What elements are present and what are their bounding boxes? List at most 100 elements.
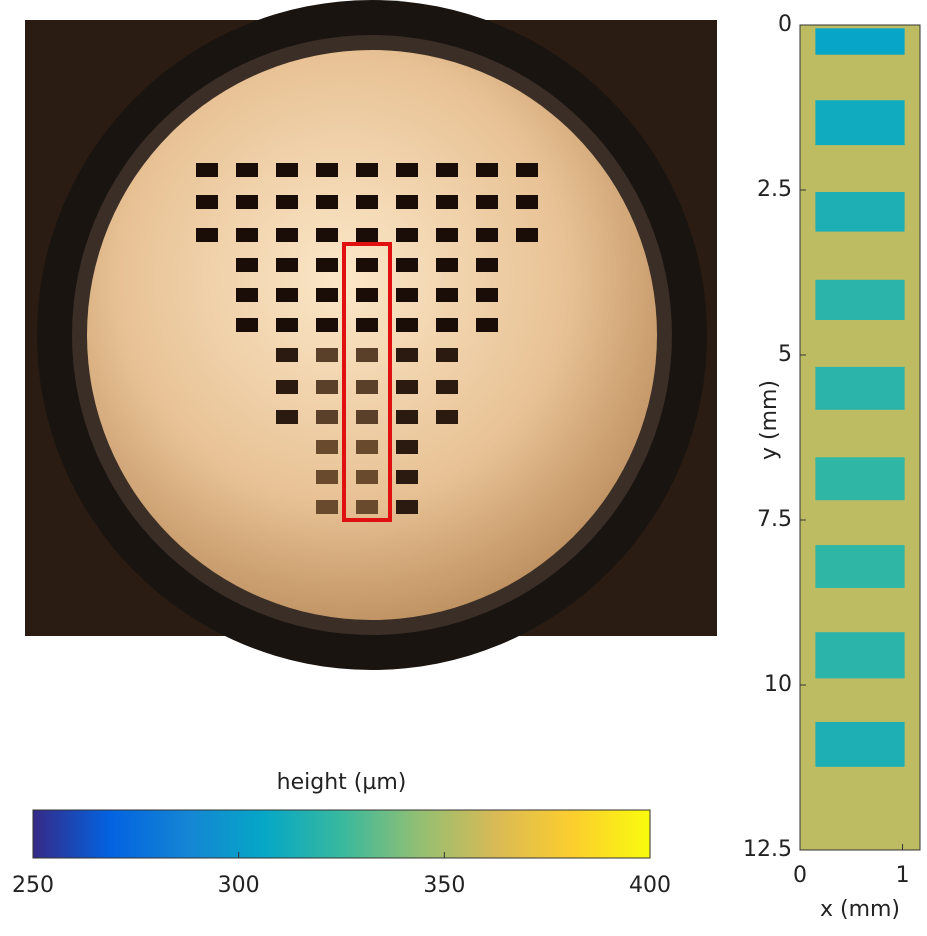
square — [476, 228, 498, 242]
colorbar-tick-label: 350 — [423, 873, 465, 898]
colorbar: height (µm) 250 300 350 400 — [12, 770, 671, 898]
square — [396, 163, 418, 177]
square — [396, 288, 418, 302]
x-tick-label: 1 — [896, 863, 910, 888]
square — [196, 228, 218, 242]
square — [316, 288, 338, 302]
square — [356, 348, 378, 362]
square — [356, 288, 378, 302]
photo — [25, 0, 717, 670]
square — [276, 348, 298, 362]
square — [396, 195, 418, 209]
square — [436, 318, 458, 332]
square — [356, 380, 378, 394]
square — [316, 258, 338, 272]
square — [396, 228, 418, 242]
square — [316, 318, 338, 332]
square — [196, 195, 218, 209]
square — [236, 318, 258, 332]
square — [356, 410, 378, 424]
square — [276, 195, 298, 209]
colorbar-tick-label: 250 — [12, 873, 54, 898]
square — [396, 440, 418, 454]
square — [356, 163, 378, 177]
square — [396, 470, 418, 484]
square — [436, 195, 458, 209]
square — [396, 500, 418, 514]
pad — [815, 100, 904, 145]
square — [276, 288, 298, 302]
square — [316, 470, 338, 484]
square — [436, 228, 458, 242]
y-tick-label: 2.5 — [757, 177, 792, 202]
square — [396, 258, 418, 272]
square — [516, 195, 538, 209]
y-tick-label: 5 — [778, 342, 792, 367]
colorbar-gradient — [33, 810, 650, 858]
square — [356, 258, 378, 272]
square — [276, 380, 298, 394]
y-tick-label: 0 — [778, 12, 792, 37]
pad — [815, 457, 904, 500]
pad — [815, 367, 904, 410]
square — [436, 288, 458, 302]
square — [476, 288, 498, 302]
square — [436, 163, 458, 177]
square — [316, 440, 338, 454]
square — [316, 228, 338, 242]
colorbar-tick-label: 300 — [218, 873, 260, 898]
square — [436, 410, 458, 424]
square — [196, 163, 218, 177]
pad — [815, 28, 904, 54]
square — [276, 410, 298, 424]
square — [316, 195, 338, 209]
square — [356, 228, 378, 242]
x-axis-label: x (mm) — [820, 897, 900, 922]
square — [316, 500, 338, 514]
pad — [815, 722, 904, 767]
square — [236, 195, 258, 209]
square — [356, 195, 378, 209]
x-tick-label: 0 — [793, 863, 807, 888]
y-axis-label: y (mm) — [757, 380, 782, 460]
square — [276, 258, 298, 272]
square — [236, 258, 258, 272]
square — [476, 163, 498, 177]
square — [356, 318, 378, 332]
square — [316, 348, 338, 362]
square — [476, 258, 498, 272]
square — [276, 163, 298, 177]
square — [236, 163, 258, 177]
figure: 02.557.51012.501x (mm)y (mm) height (µm)… — [0, 0, 927, 932]
square — [356, 440, 378, 454]
square — [356, 470, 378, 484]
square — [436, 258, 458, 272]
square — [516, 163, 538, 177]
square — [476, 195, 498, 209]
square — [276, 228, 298, 242]
square — [316, 163, 338, 177]
square — [236, 228, 258, 242]
colorbar-tick-label: 400 — [629, 873, 671, 898]
square — [396, 318, 418, 332]
square — [276, 318, 298, 332]
square — [396, 410, 418, 424]
square — [476, 318, 498, 332]
colorbar-label: height (µm) — [277, 770, 407, 795]
square — [436, 380, 458, 394]
pad — [815, 545, 904, 588]
pad — [815, 632, 904, 678]
y-tick-label: 7.5 — [757, 507, 792, 532]
pad — [815, 280, 904, 320]
y-tick-label: 10 — [764, 672, 792, 697]
square — [396, 380, 418, 394]
square — [516, 228, 538, 242]
square — [356, 500, 378, 514]
square — [316, 380, 338, 394]
square — [436, 348, 458, 362]
square — [236, 288, 258, 302]
page: 02.557.51012.501x (mm)y (mm) height (µm)… — [0, 0, 927, 936]
square — [316, 410, 338, 424]
pad — [815, 192, 904, 232]
